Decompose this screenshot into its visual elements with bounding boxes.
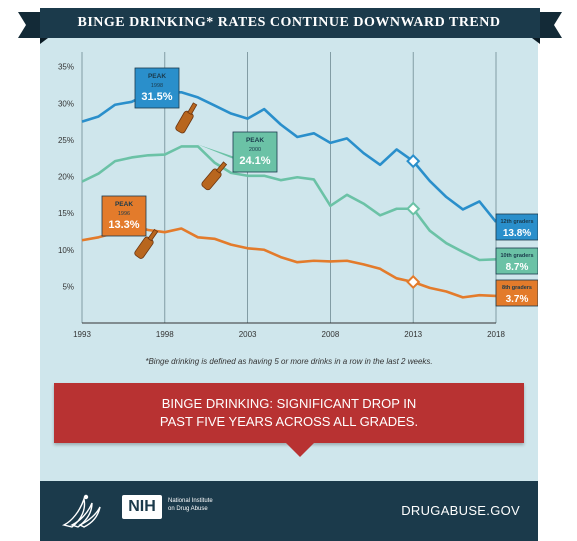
data-marker-2013 <box>406 274 421 290</box>
peak-year: 1996 <box>118 211 130 217</box>
end-label-value: 8.7% <box>506 262 529 273</box>
x-tick-label: 1993 <box>73 330 91 339</box>
nih-institute-name: National Institute on Drug Abuse <box>168 497 248 513</box>
beer-bottle-icon <box>201 161 228 191</box>
peak-value: 24.1% <box>239 155 270 167</box>
footnote: *Binge drinking is defined as having 5 o… <box>145 357 433 366</box>
y-tick-label: 5% <box>62 282 74 291</box>
peak-year: 1998 <box>151 83 163 89</box>
y-tick-label: 35% <box>58 63 74 72</box>
peak-label: PEAK <box>115 201 133 208</box>
peak-box <box>134 67 180 109</box>
peak-value: 31.5% <box>141 91 172 103</box>
end-label-grade8: 8th graders 3.7% <box>495 279 538 307</box>
bottle-neck <box>187 102 198 115</box>
y-tick-label: 15% <box>58 209 74 218</box>
title-banner <box>18 8 562 44</box>
end-label-grade12: 12th graders 13.8% <box>495 213 538 241</box>
end-label-name: 8th graders <box>502 285 532 291</box>
beer-bottle-icon <box>175 102 198 134</box>
bottle-neck <box>215 161 228 174</box>
peak-callout-grade10: PEAK 2000 24.1% <box>197 131 278 173</box>
bottle-neck <box>147 228 159 242</box>
end-label-name: 12th graders <box>500 219 533 225</box>
data-marker-2013 <box>406 201 421 216</box>
nih-line-2: on Drug Abuse <box>168 506 208 512</box>
end-label-box <box>495 247 538 275</box>
nih-logo: NIH <box>122 495 162 519</box>
end-label-name: 10th graders <box>500 253 533 259</box>
x-tick-label: 2013 <box>404 330 422 339</box>
x-tick-label: 2018 <box>487 330 505 339</box>
footer-bar: NIH National Institute on Drug Abuse DRU… <box>40 481 538 541</box>
beer-bottle-icon <box>134 228 159 259</box>
callout-line-1: BINGE DRINKING: SIGNIFICANT DROP IN <box>161 396 417 411</box>
y-tick-label: 30% <box>58 99 74 108</box>
x-tick-label: 1998 <box>156 330 174 339</box>
peak-value: 13.3% <box>108 219 139 231</box>
peak-box <box>101 195 147 237</box>
series-line-grade10 <box>81 145 497 262</box>
y-tick-label: 25% <box>58 136 74 145</box>
nih-line-1: National Institute <box>168 498 213 504</box>
x-tick-label: 2003 <box>239 330 257 339</box>
end-label-grade10: 10th graders 8.7% <box>495 247 538 275</box>
callout-pointer <box>286 443 314 457</box>
hhs-eagle-icon <box>61 494 101 528</box>
end-label-value: 13.8% <box>503 228 531 239</box>
peak-callout-grade8: PEAK 1996 13.3% <box>101 195 147 237</box>
peak-label: PEAK <box>148 73 166 80</box>
peak-callout-grade12: PEAK 1998 31.5% <box>134 67 180 109</box>
callout-line-2: PAST FIVE YEARS ACROSS ALL GRADES. <box>159 414 419 429</box>
peak-label: PEAK <box>246 137 264 144</box>
end-label-box <box>495 279 538 307</box>
end-label-box <box>495 213 538 241</box>
series-line-grade8 <box>81 224 497 299</box>
y-tick-label: 20% <box>58 173 74 182</box>
chart-title: BINGE DRINKING* RATES CONTINUE DOWNWARD … <box>77 15 501 30</box>
end-label-value: 3.7% <box>506 294 529 305</box>
website-link[interactable]: DRUGABUSE.GOV <box>401 503 520 518</box>
data-marker-2013 <box>406 154 421 169</box>
key-finding-callout: BINGE DRINKING: SIGNIFICANT DROP IN PAST… <box>54 383 524 443</box>
line-chart: 1993 1998 2003 2008 2013 2018 35% 30% 25% 20% 15% 1… <box>58 52 538 339</box>
peak-box <box>232 131 278 173</box>
x-tick-label: 2008 <box>322 330 340 339</box>
y-tick-label: 10% <box>58 246 74 255</box>
peak-year: 2000 <box>249 147 261 153</box>
